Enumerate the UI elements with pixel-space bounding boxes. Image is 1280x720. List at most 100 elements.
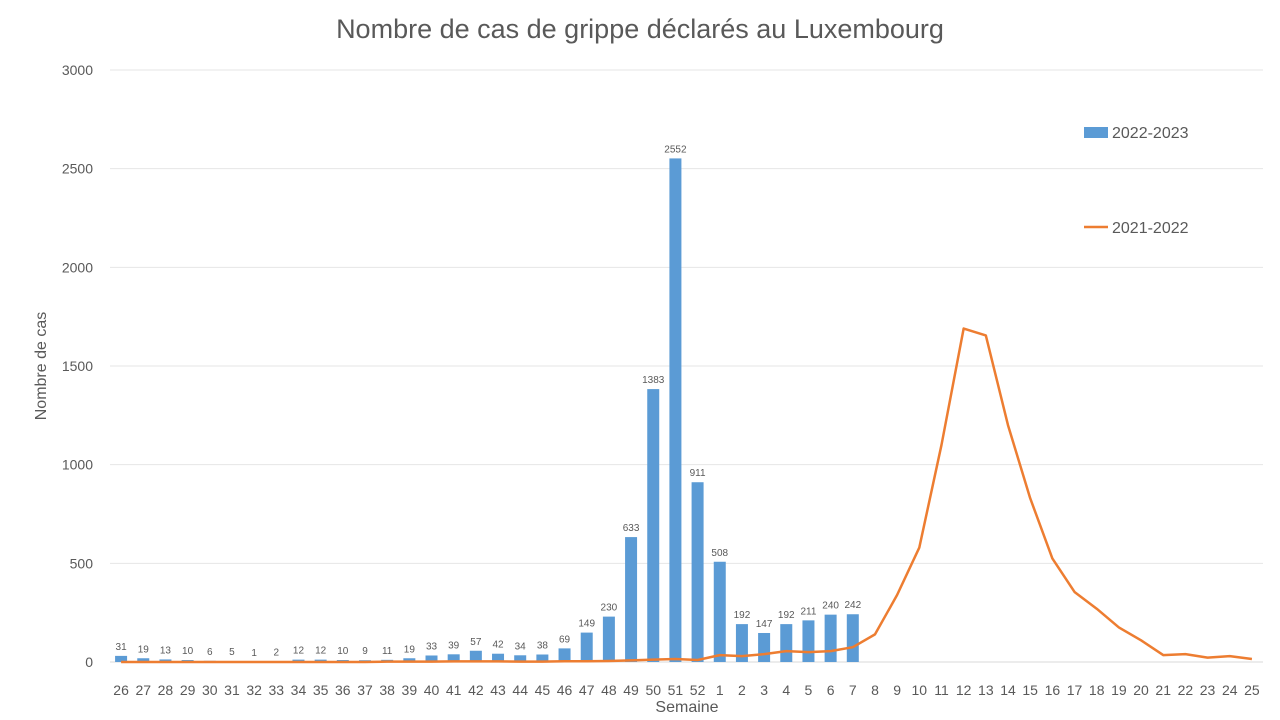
x-tick-label: 2 xyxy=(738,682,746,698)
legend-swatch-bar xyxy=(1084,127,1108,138)
data-label: 2552 xyxy=(664,144,687,155)
x-tick-label: 9 xyxy=(893,682,901,698)
x-tick-label: 48 xyxy=(601,682,617,698)
x-tick-label: 29 xyxy=(180,682,196,698)
bar xyxy=(159,659,172,662)
bar xyxy=(137,658,150,662)
x-tick-label: 24 xyxy=(1222,682,1238,698)
y-tick-label: 1000 xyxy=(62,457,93,473)
data-label: 1383 xyxy=(642,375,665,386)
bar xyxy=(403,658,416,662)
x-tick-label: 28 xyxy=(158,682,174,698)
x-tick-label: 18 xyxy=(1089,682,1105,698)
bar xyxy=(514,655,527,662)
x-tick-label: 10 xyxy=(912,682,928,698)
x-tick-label: 32 xyxy=(246,682,262,698)
x-tick-label: 49 xyxy=(623,682,639,698)
x-tick-label: 16 xyxy=(1045,682,1061,698)
y-tick-label: 3000 xyxy=(62,62,93,78)
x-tick-label: 21 xyxy=(1155,682,1171,698)
bar xyxy=(425,655,438,662)
x-tick-label: 37 xyxy=(357,682,373,698)
x-tick-label: 50 xyxy=(645,682,661,698)
data-label: 38 xyxy=(537,641,549,652)
data-label: 192 xyxy=(778,610,795,621)
x-tick-label: 47 xyxy=(579,682,595,698)
x-tick-label: 5 xyxy=(805,682,813,698)
x-tick-label: 33 xyxy=(269,682,285,698)
x-tick-label: 17 xyxy=(1067,682,1083,698)
bar xyxy=(758,632,771,662)
x-tick-label: 15 xyxy=(1022,682,1038,698)
x-tick-label: 43 xyxy=(490,682,506,698)
x-tick-label: 11 xyxy=(934,682,949,698)
x-tick-label: 1 xyxy=(716,682,724,698)
line-series-2021-2022 xyxy=(121,327,1253,664)
x-tick-label: 8 xyxy=(871,682,879,698)
data-label: 1 xyxy=(251,648,257,659)
x-tick-label: 19 xyxy=(1111,682,1127,698)
data-label: 10 xyxy=(337,646,349,657)
bar xyxy=(691,482,704,662)
bar xyxy=(558,648,571,662)
data-label: 5 xyxy=(229,647,235,658)
data-label: 911 xyxy=(690,468,706,479)
x-tick-label: 27 xyxy=(135,682,151,698)
x-tick-label: 23 xyxy=(1200,682,1216,698)
x-tick-label: 44 xyxy=(512,682,528,698)
y-tick-label: 1500 xyxy=(62,358,93,374)
x-tick-label: 52 xyxy=(690,682,706,698)
x-tick-label: 46 xyxy=(557,682,573,698)
y-tick-label: 0 xyxy=(85,654,93,670)
x-tick-label: 14 xyxy=(1000,682,1016,698)
x-tick-label: 13 xyxy=(978,682,994,698)
data-label: 12 xyxy=(293,646,305,657)
data-label: 192 xyxy=(734,610,751,621)
bar xyxy=(602,616,615,662)
bar xyxy=(492,653,505,662)
x-tick-label: 36 xyxy=(335,682,351,698)
data-label: 31 xyxy=(116,642,128,653)
data-label: 39 xyxy=(448,640,460,651)
bar xyxy=(115,655,128,662)
data-label: 10 xyxy=(182,646,194,657)
data-label: 9 xyxy=(362,646,368,657)
x-tick-label: 39 xyxy=(402,682,418,698)
data-label: 633 xyxy=(623,523,640,534)
x-tick-label: 35 xyxy=(313,682,329,698)
x-tick-label: 22 xyxy=(1178,682,1194,698)
y-axis-title: Nombre de cas xyxy=(33,312,50,421)
bar xyxy=(469,650,482,662)
data-label: 12 xyxy=(315,646,327,657)
bar xyxy=(802,620,815,662)
bar xyxy=(447,654,460,662)
bar xyxy=(536,654,549,662)
bar xyxy=(669,158,682,662)
x-tick-label: 42 xyxy=(468,682,484,698)
x-tick-label: 51 xyxy=(668,682,684,698)
legend-label: 2021-2022 xyxy=(1112,220,1189,237)
x-tick-label: 20 xyxy=(1133,682,1149,698)
bar xyxy=(735,624,748,662)
x-tick-label: 45 xyxy=(535,682,551,698)
y-tick-label: 2000 xyxy=(62,259,93,275)
data-label: 11 xyxy=(382,646,393,657)
x-tick-label: 25 xyxy=(1244,682,1260,698)
x-tick-label: 34 xyxy=(291,682,307,698)
bar xyxy=(713,561,726,662)
data-label: 230 xyxy=(601,603,618,614)
x-tick-label: 30 xyxy=(202,682,218,698)
x-tick-label: 3 xyxy=(760,682,768,698)
x-tick-label: 4 xyxy=(782,682,790,698)
x-tick-label: 6 xyxy=(827,682,835,698)
bar xyxy=(647,389,660,662)
data-label: 19 xyxy=(404,644,416,655)
x-axis-title: Semaine xyxy=(655,699,718,716)
data-label: 147 xyxy=(756,619,773,630)
data-label: 2 xyxy=(274,648,280,659)
legend-label: 2022-2023 xyxy=(1112,125,1189,142)
data-label: 34 xyxy=(515,641,527,652)
bar xyxy=(580,632,593,662)
bar xyxy=(780,624,793,662)
